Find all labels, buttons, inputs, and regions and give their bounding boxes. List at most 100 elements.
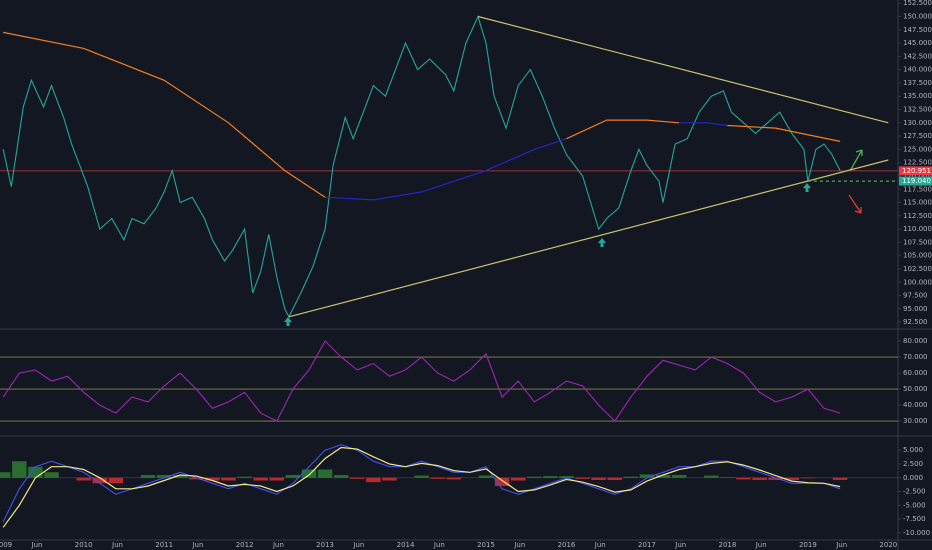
histogram-bar — [414, 475, 429, 478]
x-tick-label: Jun — [31, 541, 43, 549]
y-tick-label: 140.000 — [903, 66, 932, 74]
y-tick-label: -5.000 — [903, 501, 926, 509]
x-tick-label: 2019 — [799, 541, 817, 549]
histogram-bar — [704, 475, 719, 478]
y-tick-label: 115.000 — [903, 199, 932, 207]
y-tick-label: 147.500 — [903, 26, 932, 34]
histogram-bar — [543, 476, 558, 478]
histogram-bar — [156, 475, 172, 478]
series-line — [566, 119, 680, 140]
x-tick-label: 2017 — [638, 541, 656, 549]
x-tick-label: Jun — [755, 541, 767, 549]
y-tick-label: 130.000 — [903, 119, 932, 127]
x-tick-label: 2012 — [236, 541, 254, 549]
x-tick-label: 2010 — [75, 541, 93, 549]
histogram-bar — [639, 474, 655, 478]
histogram-bar — [301, 469, 317, 478]
histogram-bar — [317, 469, 333, 478]
y-tick-label: 122.500 — [903, 159, 932, 167]
histogram-bar — [784, 477, 800, 480]
histogram-bar — [269, 477, 285, 481]
y-tick-label: 40.000 — [903, 401, 928, 409]
histogram-bar — [189, 477, 204, 480]
y-tick-label: 60.000 — [903, 369, 928, 377]
y-tick-label: 102.500 — [903, 265, 932, 273]
y-tick-label: 107.500 — [903, 238, 932, 246]
series-line — [679, 122, 728, 127]
x-tick-label: Jun — [272, 541, 284, 549]
histogram-bar — [768, 477, 783, 480]
series-line — [2, 444, 841, 523]
y-tick-label: 92.500 — [903, 318, 928, 326]
histogram-bar — [575, 477, 590, 479]
histogram-bar — [800, 477, 816, 479]
histogram-bar — [350, 477, 365, 479]
histogram-bar — [173, 475, 188, 478]
x-tick-label: 2018 — [718, 541, 736, 549]
x-tick-label: Jun — [674, 541, 686, 549]
y-tick-label: 117.500 — [903, 185, 932, 193]
x-tick-label: 2016 — [558, 541, 576, 549]
y-tick-label: 132.500 — [903, 106, 932, 114]
histogram-bar — [591, 477, 606, 480]
y-tick-label: 105.000 — [903, 252, 932, 260]
y-tick-label: 80.000 — [903, 337, 928, 345]
histogram-bar — [494, 477, 510, 487]
y-tick-label: 5.000 — [903, 446, 923, 454]
y-tick-label: 145.000 — [903, 39, 932, 47]
y-tick-label: 0.000 — [903, 474, 923, 482]
histogram-bar — [607, 477, 623, 480]
y-tick-label: 142.500 — [903, 52, 932, 60]
x-tick-label: Jun — [433, 541, 445, 549]
x-tick-label: Jun — [191, 541, 203, 549]
y-tick-label: 100.000 — [903, 278, 932, 286]
y-tick-label: 152.500 — [903, 0, 932, 7]
y-tick-label: 70.000 — [903, 353, 928, 361]
y-tick-label: 110.000 — [903, 225, 932, 233]
histogram-bar — [92, 477, 108, 484]
histogram-bar — [382, 477, 397, 481]
histogram-bar — [253, 477, 268, 481]
y-tick-label: 112.500 — [903, 212, 932, 220]
histogram-bar — [205, 477, 220, 481]
x-tick-label: 2014 — [397, 541, 415, 549]
series-line — [477, 15, 889, 124]
y-tick-label: -10.000 — [903, 529, 930, 537]
series-line — [325, 138, 567, 201]
histogram-bar — [333, 475, 349, 478]
histogram-bar — [478, 475, 494, 478]
histogram-bar — [221, 477, 236, 481]
histogram-bar — [430, 477, 445, 479]
histogram-bar — [527, 476, 542, 478]
x-tick-label: 2020 — [879, 541, 897, 549]
histogram-bar — [832, 477, 848, 480]
y-tick-label: 120.000 — [903, 172, 932, 180]
histogram-bar — [366, 477, 381, 483]
histogram-bar — [671, 475, 687, 478]
x-tick-label: Jun — [594, 541, 606, 549]
histogram-bar — [0, 472, 11, 478]
histogram-bar — [140, 475, 156, 478]
series-line — [288, 159, 889, 318]
y-tick-label: 127.500 — [903, 132, 932, 140]
y-tick-label: 50.000 — [903, 385, 928, 393]
histogram-bar — [559, 476, 574, 478]
series-line — [2, 14, 841, 319]
histogram-bar — [655, 475, 671, 478]
y-tick-label: 97.500 — [903, 292, 928, 300]
histogram-bar — [237, 476, 252, 478]
price-label: 119.040 — [902, 177, 931, 185]
series-line — [2, 446, 841, 528]
x-tick-label: Jun — [835, 541, 847, 549]
histogram-bar — [752, 477, 767, 480]
y-tick-label: -7.500 — [903, 515, 926, 523]
price-label-box — [899, 176, 932, 186]
arrow-icons — [284, 149, 863, 326]
histogram-bar — [44, 472, 59, 478]
y-tick-label: -2.500 — [903, 488, 926, 496]
histogram-bar — [108, 477, 124, 484]
x-tick-label: Jun — [513, 541, 525, 549]
x-tick-label: Jun — [111, 541, 123, 549]
y-tick-label: 30.000 — [903, 417, 928, 425]
